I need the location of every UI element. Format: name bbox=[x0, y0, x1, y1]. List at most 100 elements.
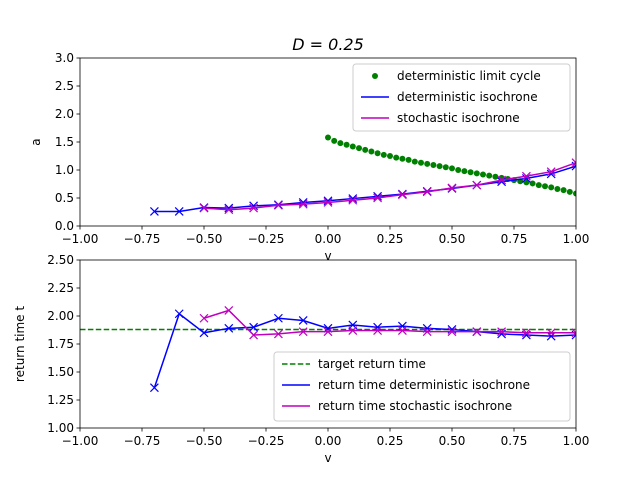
series-marker bbox=[422, 327, 432, 337]
limit-cycle-point bbox=[467, 169, 474, 176]
series-marker bbox=[273, 329, 283, 339]
x-tick-label: −0.25 bbox=[248, 434, 285, 448]
series-marker bbox=[521, 328, 531, 338]
y-tick-label: 1.00 bbox=[47, 421, 74, 435]
series-marker bbox=[149, 207, 159, 216]
series-marker bbox=[298, 316, 308, 325]
figure-title: D = 0.25 bbox=[292, 35, 364, 54]
y-tick-label: 3.0 bbox=[55, 51, 74, 65]
limit-cycle-point bbox=[349, 143, 356, 150]
series-marker bbox=[249, 322, 259, 332]
limit-cycle-point bbox=[374, 150, 381, 157]
series-marker bbox=[298, 198, 308, 207]
limit-cycle-point bbox=[362, 146, 369, 153]
y-tick-label: 2.25 bbox=[47, 281, 74, 295]
limit-cycle-point bbox=[411, 158, 418, 165]
limit-cycle-point bbox=[380, 151, 387, 158]
series-marker bbox=[249, 330, 259, 340]
x-tick-label: −0.75 bbox=[124, 232, 161, 246]
series-marker bbox=[447, 183, 457, 193]
x-tick-label: 0.00 bbox=[315, 232, 342, 246]
limit-cycle-point bbox=[343, 141, 350, 148]
x-tick-label: −0.50 bbox=[186, 232, 223, 246]
limit-cycle-point bbox=[529, 180, 536, 187]
plot-area bbox=[80, 305, 576, 393]
series-marker bbox=[497, 327, 507, 337]
x-tick-label: 0.50 bbox=[439, 232, 466, 246]
limit-cycle-point bbox=[455, 167, 462, 173]
series-line bbox=[203, 309, 576, 336]
limit-cycle-point bbox=[480, 171, 486, 178]
limit-cycle-point bbox=[548, 184, 555, 191]
limit-cycle-point bbox=[356, 145, 362, 152]
series-marker bbox=[546, 167, 556, 177]
series-marker bbox=[199, 203, 209, 213]
series-marker bbox=[397, 326, 407, 335]
series-marker bbox=[199, 328, 209, 338]
limit-cycle-point bbox=[393, 154, 400, 161]
limit-cycle-point bbox=[405, 156, 412, 163]
x-axis-label: v bbox=[324, 451, 331, 465]
limit-cycle-point bbox=[436, 163, 443, 170]
limit-cycle-point bbox=[560, 187, 567, 194]
y-axis-label: return time t bbox=[13, 306, 27, 382]
y-tick-label: 0.5 bbox=[55, 191, 74, 205]
legend-box bbox=[352, 63, 571, 132]
y-tick-label: 1.50 bbox=[47, 365, 74, 379]
series-marker bbox=[571, 158, 576, 168]
limit-cycle-point bbox=[554, 186, 561, 193]
x-tick-label: −0.75 bbox=[124, 434, 161, 448]
series-marker bbox=[323, 196, 333, 206]
series-marker bbox=[273, 313, 283, 323]
limit-cycle-point bbox=[486, 172, 493, 179]
limit-cycle-point bbox=[535, 182, 542, 189]
limit-cycle-point bbox=[449, 165, 455, 172]
bottom-panel: −1.00 −0.75 −0.50 −0.25 0.00 0.25 0.50 0.75 1.00… bbox=[13, 253, 589, 465]
series-marker bbox=[373, 326, 383, 335]
series-marker bbox=[546, 328, 556, 338]
legend-label: return time deterministic isochrone bbox=[318, 378, 530, 392]
y-tick-label: 2.0 bbox=[55, 107, 74, 121]
series-marker bbox=[397, 321, 407, 331]
series-marker bbox=[149, 383, 159, 393]
limit-cycle-point bbox=[492, 173, 499, 180]
series-marker bbox=[249, 203, 259, 213]
series-marker bbox=[348, 326, 358, 335]
series-marker bbox=[174, 309, 184, 319]
limit-cycle-point bbox=[523, 179, 530, 186]
plot-area bbox=[149, 134, 576, 216]
legend-label: stochastic isochrone bbox=[397, 111, 520, 125]
series-marker bbox=[224, 203, 234, 213]
series-marker bbox=[422, 187, 432, 197]
x-tick-label: 0.50 bbox=[439, 434, 466, 448]
limit-cycle-point bbox=[387, 153, 393, 159]
limit-cycle-point bbox=[430, 161, 437, 168]
limit-cycle-point bbox=[424, 160, 431, 167]
series-line bbox=[154, 165, 576, 213]
limit-cycle-point bbox=[325, 134, 331, 141]
x-tick-label: 0.25 bbox=[377, 232, 404, 246]
limit-cycle-point bbox=[337, 140, 344, 147]
limit-cycle-point bbox=[573, 190, 576, 197]
series-marker bbox=[224, 323, 234, 333]
x-tick-label: 0.75 bbox=[501, 232, 528, 246]
y-tick-label: 1.0 bbox=[55, 163, 74, 177]
series-marker bbox=[373, 193, 383, 203]
legend-box bbox=[273, 351, 571, 422]
series-line bbox=[153, 312, 576, 388]
limit-cycle-point bbox=[566, 188, 573, 195]
series-marker bbox=[298, 199, 308, 209]
y-tick-label: 1.25 bbox=[47, 393, 74, 407]
x-tick-label: 1.00 bbox=[563, 434, 590, 448]
legend-swatch bbox=[372, 73, 378, 79]
limit-cycle-point bbox=[461, 168, 468, 175]
y-tick-label: 1.75 bbox=[47, 337, 74, 351]
x-tick-label: −1.00 bbox=[62, 434, 99, 448]
series-marker bbox=[447, 327, 457, 337]
series-marker bbox=[323, 327, 333, 337]
legend-label: deterministic limit cycle bbox=[397, 69, 541, 83]
legend-label: target return time bbox=[318, 357, 426, 371]
series-marker bbox=[472, 327, 482, 337]
x-tick-label: −0.50 bbox=[186, 434, 223, 448]
series-marker bbox=[472, 180, 482, 190]
